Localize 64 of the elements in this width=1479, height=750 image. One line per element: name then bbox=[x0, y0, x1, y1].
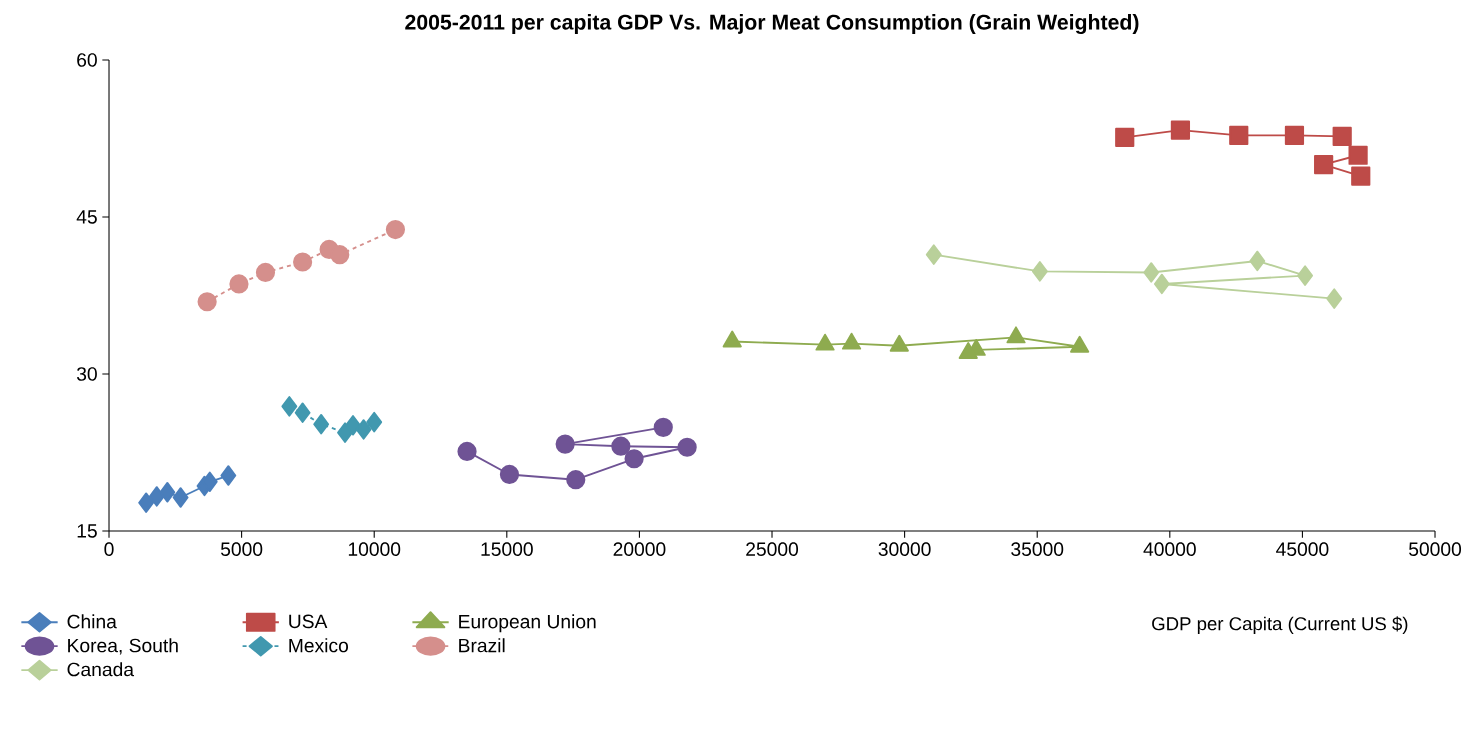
point bbox=[366, 411, 383, 433]
point bbox=[281, 396, 298, 417]
x-tick-label: 25000 bbox=[746, 542, 799, 556]
point bbox=[229, 274, 249, 294]
x-tick-label: 40000 bbox=[1143, 542, 1196, 556]
legend-label: USA bbox=[289, 614, 328, 629]
point bbox=[313, 413, 330, 435]
point bbox=[355, 419, 372, 440]
y-tick-label: 15 bbox=[77, 524, 97, 538]
x-tick-label: 30000 bbox=[878, 542, 931, 556]
point bbox=[566, 470, 586, 490]
legend-label: Canada bbox=[67, 662, 135, 677]
point bbox=[1284, 125, 1305, 145]
legend-label: Brazil bbox=[459, 638, 505, 653]
x-tick-label: 5000 bbox=[220, 542, 263, 556]
point bbox=[1297, 265, 1314, 286]
x-tick-label: 0 bbox=[104, 542, 114, 556]
point bbox=[1249, 250, 1266, 272]
point bbox=[1143, 262, 1160, 283]
point bbox=[925, 244, 942, 265]
x-tick-label: 15000 bbox=[481, 542, 533, 556]
point bbox=[1031, 261, 1048, 282]
point bbox=[138, 492, 155, 513]
point bbox=[330, 245, 350, 265]
point bbox=[677, 437, 697, 457]
x-tick-label: 20000 bbox=[613, 542, 666, 556]
point bbox=[220, 465, 237, 486]
x-tick-label: 10000 bbox=[348, 542, 401, 556]
legend-label: European Union bbox=[459, 614, 596, 633]
point bbox=[1348, 145, 1368, 165]
point bbox=[1351, 166, 1371, 186]
x-tick-label: 50000 bbox=[1409, 542, 1462, 556]
point bbox=[555, 434, 575, 454]
point bbox=[1153, 273, 1170, 295]
chart-title: 2005-2011 per capita GDP Vs. Major Meat Consumption (Grain Weighted) bbox=[405, 14, 1139, 34]
x-tick-label: 45000 bbox=[1276, 542, 1329, 556]
point bbox=[1115, 127, 1135, 148]
legend-label: China bbox=[67, 614, 117, 629]
y-tick-label: 45 bbox=[76, 210, 97, 224]
point bbox=[611, 436, 631, 456]
point bbox=[1326, 288, 1343, 309]
legend-label: Korea, South bbox=[68, 638, 178, 655]
point bbox=[197, 292, 217, 312]
point bbox=[653, 417, 673, 437]
point bbox=[1332, 126, 1352, 146]
point bbox=[293, 252, 313, 272]
point bbox=[457, 441, 477, 462]
point bbox=[1229, 125, 1249, 145]
legend-label: Mexico bbox=[289, 638, 349, 653]
point bbox=[345, 415, 361, 436]
x-axis-title: GDP per Capita (Current US $) bbox=[1152, 616, 1408, 634]
point bbox=[294, 402, 311, 423]
point bbox=[159, 481, 176, 503]
point bbox=[148, 486, 165, 507]
y-tick-label: 60 bbox=[77, 53, 97, 67]
point bbox=[1314, 155, 1334, 175]
y-tick-label: 30 bbox=[76, 367, 97, 381]
point bbox=[255, 262, 276, 283]
point bbox=[499, 464, 520, 485]
x-tick-label: 35000 bbox=[1011, 542, 1064, 556]
point bbox=[1170, 120, 1191, 140]
point bbox=[385, 219, 406, 240]
point bbox=[624, 449, 644, 469]
point bbox=[172, 487, 189, 508]
